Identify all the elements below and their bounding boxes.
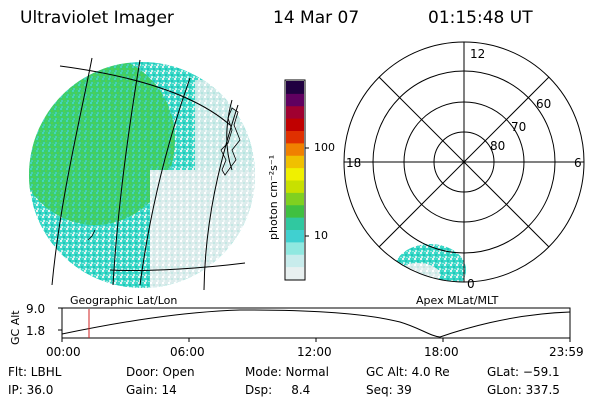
app-title: Ultraviolet Imager — [20, 8, 174, 28]
colorbar-segment — [286, 118, 304, 131]
colorbar-unit-label: photon cm⁻²s⁻¹ — [267, 154, 280, 240]
status-glon: GLon: 337.5 — [487, 383, 560, 397]
colorbar-tick-100: 100 — [314, 141, 335, 154]
colorbar-segment — [286, 105, 304, 119]
colorbar-segment — [286, 254, 304, 268]
alt-xtick-1800: 18:00 — [424, 345, 459, 359]
mlat-label-60: 60 — [536, 97, 552, 111]
mlt-label-0: 0 — [467, 277, 475, 291]
aurora-image — [29, 57, 255, 291]
colorbar-segment — [286, 229, 304, 243]
colorbar-tick-10: 10 — [314, 229, 328, 242]
colorbar-segment — [286, 217, 304, 230]
status-seq: Seq: 39 — [366, 383, 412, 397]
status-glat: GLat: −59.1 — [487, 365, 560, 379]
status-dsp: Dsp: 8.4 — [245, 383, 311, 397]
status-gc-alt: GC Alt: 4.0 Re — [366, 365, 450, 379]
alt-xtick-2359: 23:59 — [549, 345, 584, 359]
alt-xtick-0600: 06:00 — [170, 345, 205, 359]
colorbar-segment — [286, 241, 304, 255]
alt-xtick-1200: 12:00 — [297, 345, 332, 359]
apex-caption: Apex MLat/MLT — [416, 294, 499, 307]
colorbar-segment — [286, 142, 304, 156]
alt-ylabel: GC Alt — [9, 310, 22, 345]
time-label: 01:15:48 UT — [428, 8, 533, 28]
geo-caption: Geographic Lat/Lon — [70, 294, 178, 307]
mlt-label-12: 12 — [470, 47, 486, 61]
colorbar-segment — [286, 130, 304, 144]
mlt-label-6: 6 — [574, 156, 582, 170]
colorbar-segment — [286, 155, 304, 169]
mlat-label-70: 70 — [511, 120, 527, 134]
alt-xtick-0000: 00:00 — [46, 345, 81, 359]
status-ip: IP: 36.0 — [8, 383, 54, 397]
colorbar-segment — [286, 192, 304, 206]
polar-plot — [343, 41, 585, 283]
colorbar-segment — [286, 266, 304, 280]
status-door: Door: Open — [126, 365, 195, 379]
status-gain: Gain: 14 — [126, 383, 177, 397]
colorbar-segment — [286, 204, 304, 218]
colorbar-segment — [286, 93, 304, 107]
colorbar-segment — [286, 81, 304, 94]
alt-ytick-9: 9.0 — [26, 302, 46, 316]
altitude-curve — [61, 309, 571, 338]
mlt-label-18: 18 — [346, 156, 362, 170]
status-filter: Flt: LBHL — [8, 365, 62, 379]
date-label: 14 Mar 07 — [273, 8, 360, 28]
colorbar-segment — [286, 167, 304, 181]
geo-grid-lines — [51, 57, 246, 291]
status-mode: Mode: Normal — [245, 365, 329, 379]
altitude-plot — [58, 307, 571, 342]
color-scale-bar — [284, 79, 309, 281]
colorbar-segment — [286, 180, 304, 193]
alt-ytick-1-8: 1.8 — [26, 324, 46, 338]
mlat-label-80: 80 — [490, 139, 506, 153]
